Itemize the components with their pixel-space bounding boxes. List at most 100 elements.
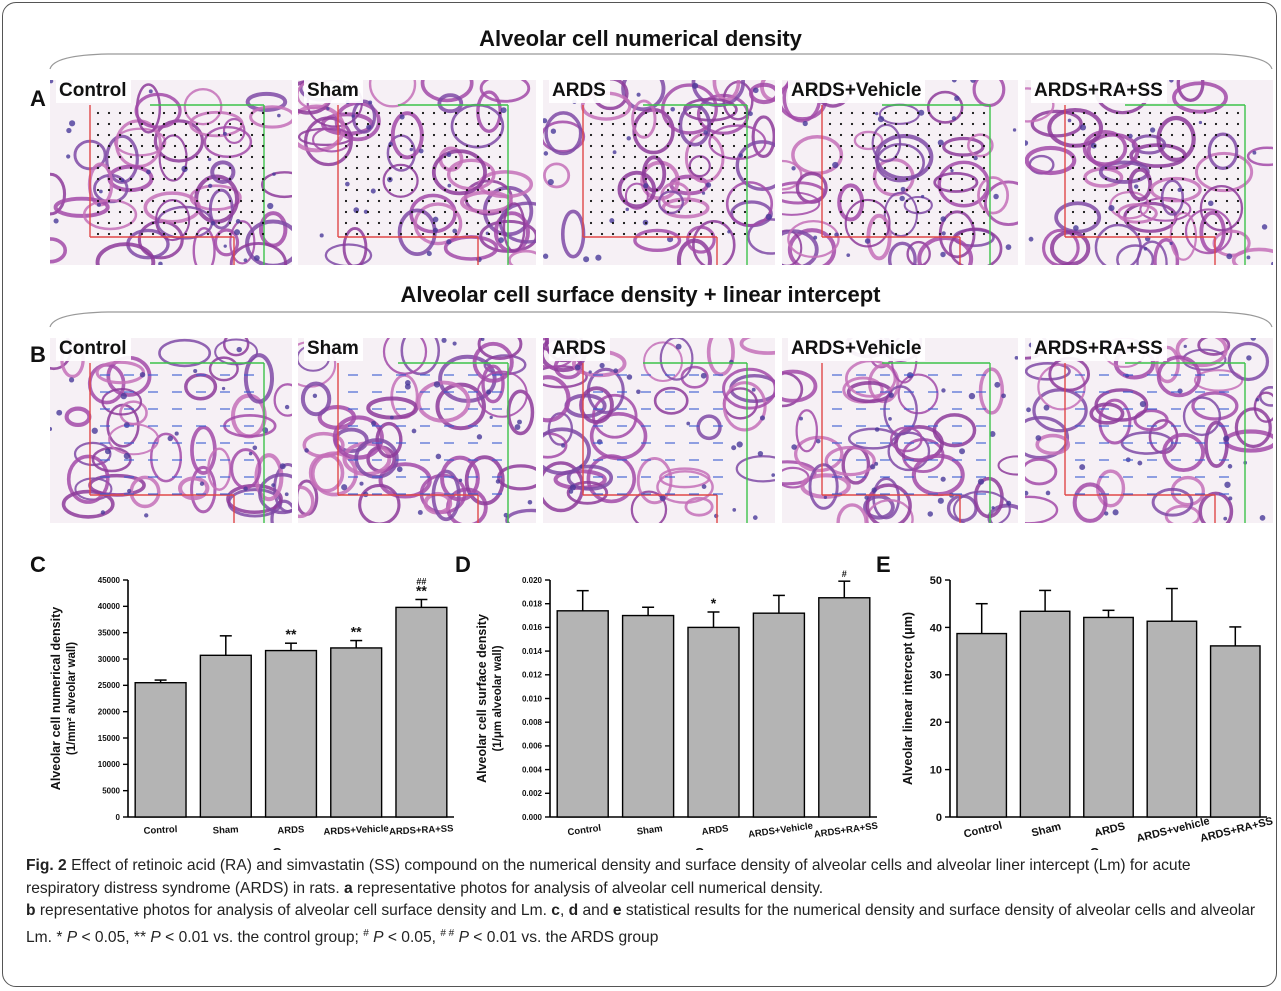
cell-nucleus xyxy=(1246,255,1251,260)
grid-point xyxy=(1126,188,1130,192)
grid-point xyxy=(1159,221,1163,225)
grid-point xyxy=(622,111,626,115)
grid-point xyxy=(1181,221,1185,225)
grid-point xyxy=(1214,232,1218,236)
grid-point xyxy=(850,199,854,203)
cell-nucleus xyxy=(877,115,885,123)
grid-point xyxy=(633,166,637,170)
y-tick-label: 10 xyxy=(930,764,942,776)
grid-point xyxy=(377,232,381,236)
cell-nucleus xyxy=(146,169,151,175)
grid-point xyxy=(498,188,502,192)
cell-nucleus xyxy=(1198,120,1203,125)
cell-nucleus xyxy=(1045,490,1051,496)
grid-point xyxy=(611,210,615,214)
grid-point xyxy=(366,188,370,192)
grid-point xyxy=(1093,188,1097,192)
grid-point xyxy=(916,111,920,115)
grid-point xyxy=(960,232,964,236)
grid-point xyxy=(850,232,854,236)
grid-point xyxy=(1170,111,1174,115)
grid-point xyxy=(1236,166,1240,170)
cell-nucleus xyxy=(951,80,957,83)
cell-nucleus xyxy=(920,194,925,199)
bar xyxy=(687,626,740,818)
grid-point xyxy=(421,111,425,115)
grid-point xyxy=(195,199,199,203)
grid-point xyxy=(883,155,887,159)
cell-nucleus xyxy=(727,230,731,234)
grid-point xyxy=(487,210,491,214)
grid-point xyxy=(366,221,370,225)
grid-point xyxy=(655,122,659,126)
alveolar-wall xyxy=(692,220,736,265)
alveolar-wall xyxy=(657,190,685,215)
grid-point xyxy=(699,166,703,170)
grid-point xyxy=(949,122,953,126)
grid-point xyxy=(589,133,593,137)
cell-nucleus xyxy=(1169,80,1174,83)
grid-point xyxy=(982,111,986,115)
alveolar-wall xyxy=(706,338,735,377)
alveolar-wall xyxy=(447,158,496,191)
grid-point xyxy=(971,144,975,148)
grid-point xyxy=(688,188,692,192)
grid-point xyxy=(344,122,348,126)
significance-mark: ** xyxy=(351,624,362,640)
cell-nucleus xyxy=(1125,373,1130,378)
grid-point xyxy=(850,111,854,115)
cell-nucleus xyxy=(748,111,753,117)
grid-point xyxy=(839,133,843,137)
alveolar-wall xyxy=(631,99,657,139)
grid-point xyxy=(377,221,381,225)
grid-point xyxy=(1181,111,1185,115)
grid-point xyxy=(195,122,199,126)
grid-point xyxy=(388,210,392,214)
grid-point xyxy=(377,133,381,137)
tissue-image xyxy=(543,338,775,523)
grid-point xyxy=(261,199,265,203)
grid-point xyxy=(721,166,725,170)
cell-nucleus xyxy=(396,466,403,473)
cell-nucleus xyxy=(899,195,905,202)
grid-point xyxy=(828,133,832,137)
alveolar-wall xyxy=(630,490,668,523)
grid-point xyxy=(355,232,359,236)
alveolar-wall xyxy=(782,369,818,403)
panel-a-title: Alveolar cell numerical density xyxy=(479,26,802,51)
caption-p4-text: < 0.01 vs. the ARDS group xyxy=(468,928,659,946)
grid-point xyxy=(443,232,447,236)
grid-point xyxy=(173,111,177,115)
alveolar-wall xyxy=(505,508,536,523)
grid-point xyxy=(173,221,177,225)
grid-point xyxy=(850,188,854,192)
grid-point xyxy=(677,221,681,225)
grid-point xyxy=(129,155,133,159)
grid-point xyxy=(228,221,232,225)
cell-nucleus xyxy=(409,147,414,152)
alveolar-wall xyxy=(416,380,471,423)
grid-point xyxy=(960,144,964,148)
grid-point xyxy=(960,111,964,115)
cell-nucleus xyxy=(732,508,737,512)
grid-point xyxy=(633,177,637,181)
grid-point xyxy=(905,111,909,115)
grid-point xyxy=(1082,232,1086,236)
cell-nucleus xyxy=(989,431,996,438)
grid-point xyxy=(476,199,480,203)
grid-point xyxy=(1148,210,1152,214)
cell-nucleus xyxy=(691,82,699,89)
grid-point xyxy=(410,177,414,181)
cell-nucleus xyxy=(181,165,188,173)
grid-point xyxy=(410,210,414,214)
grid-point xyxy=(487,188,491,192)
grid-point xyxy=(1170,122,1174,126)
grid-point xyxy=(261,177,265,181)
grid-point xyxy=(96,188,100,192)
grid-point xyxy=(916,122,920,126)
grid-point xyxy=(688,232,692,236)
grid-point xyxy=(1203,111,1207,115)
grid-point xyxy=(839,111,843,115)
alveolar-wall xyxy=(400,338,441,376)
grid-point xyxy=(432,177,436,181)
